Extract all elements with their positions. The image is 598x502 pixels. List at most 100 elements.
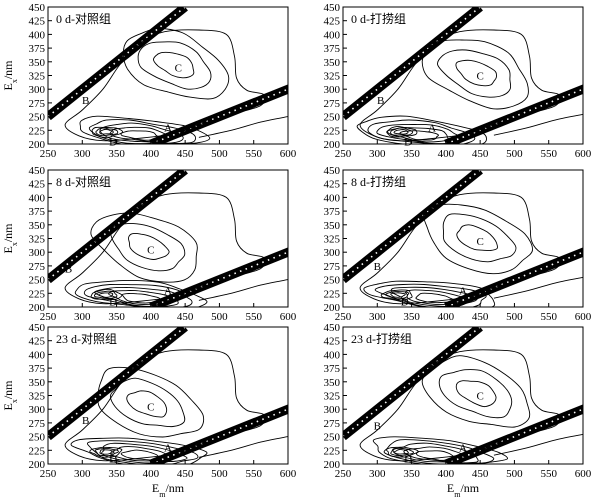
y-tick-label: 225 (29, 445, 46, 457)
y-tick-label: 325 (29, 391, 46, 403)
panel-title: 8 d-打捞组 (351, 175, 406, 189)
eem-panel-1: 250 300 350 400 450 500 550 6002002252502753003… (324, 2, 592, 160)
contour-c-2 (109, 377, 186, 428)
x-tick-label: 500 (211, 311, 228, 323)
contour-d-core-0 (385, 446, 419, 458)
y-tick-label: 425 (29, 336, 46, 348)
peak-label-b: B (65, 264, 72, 276)
x-tick-label: 350 (403, 311, 420, 323)
x-tick-label: 500 (506, 148, 523, 160)
x-tick-label: 550 (245, 311, 262, 323)
eem-panel-0: 250 300 350 400 450 500 550 6002002252502753003… (1, 2, 297, 160)
peak-label-d: D (401, 297, 409, 309)
peak-label-b: B (82, 95, 89, 107)
y-tick-label: 375 (29, 363, 46, 375)
x-tick-label: 550 (540, 468, 557, 480)
contour-ad-1 (367, 119, 476, 144)
contour-c-2 (109, 223, 186, 272)
contour-ad-4 (399, 130, 439, 141)
x-tick-label: 600 (280, 148, 297, 160)
y-tick-label: 350 (324, 377, 341, 389)
x-tick-label: 450 (472, 148, 489, 160)
y-tick-label: 450 (324, 2, 341, 14)
contour-ad-0 (356, 115, 487, 144)
rayleigh-band-2 (149, 247, 288, 307)
x-tick-label: 500 (211, 468, 228, 480)
contour-d-core-0 (90, 288, 123, 301)
y-tick-label: 400 (29, 192, 46, 204)
x-tick-label: 450 (177, 148, 194, 160)
y-tick-label: 425 (324, 179, 341, 191)
contour-c-1 (90, 212, 198, 283)
contour-outer (64, 349, 266, 462)
peak-label-a: A (164, 443, 172, 455)
y-tick-label: 275 (29, 98, 46, 110)
y-tick-label: 400 (324, 192, 341, 204)
x-tick-label: 600 (280, 468, 297, 480)
contour-fragment (493, 433, 583, 456)
contour-d-core-0 (380, 289, 413, 301)
panel-title: 0 d-打捞组 (351, 12, 406, 26)
contour-area (343, 7, 583, 144)
contour-d-core-1 (95, 127, 119, 137)
x-tick-label: 550 (245, 468, 262, 480)
contour-c-2 (438, 369, 513, 419)
y-tick-label: 325 (324, 71, 341, 83)
x-tick-label: 550 (245, 148, 262, 160)
y-tick-label: 250 (29, 275, 46, 287)
contour-area (48, 7, 288, 144)
x-tick-label: 400 (438, 468, 455, 480)
contour-d-core-2 (393, 129, 409, 135)
y-tick-label: 350 (29, 377, 46, 389)
y-tick-label: 250 (324, 432, 341, 444)
contour-c-3 (153, 51, 195, 79)
contour-ad-2 (392, 442, 479, 464)
x-tick-label: 250 (40, 468, 57, 480)
peak-label-a: A (428, 123, 436, 135)
x-tick-label: 400 (143, 311, 160, 323)
rayleigh-band-2 (444, 84, 583, 144)
rayleigh-band-1 (48, 7, 188, 121)
contour-ad-0 (363, 280, 496, 307)
contour-ad-0 (372, 436, 508, 464)
contour-ad-3 (110, 446, 173, 462)
contour-d-core-1 (94, 290, 118, 300)
contour-c-3 (126, 390, 168, 418)
contour-ad-2 (390, 286, 479, 307)
x-axis-label: Em/nm (152, 481, 185, 499)
y-tick-label: 225 (324, 288, 341, 300)
contour-ad-3 (109, 126, 172, 143)
x-tick-label: 250 (40, 148, 57, 160)
x-tick-label: 250 (335, 468, 352, 480)
contour-area (48, 327, 288, 464)
contour-c-1 (97, 366, 205, 438)
x-tick-label: 450 (472, 311, 489, 323)
x-tick-label: 300 (74, 468, 91, 480)
y-tick-label: 275 (324, 98, 341, 110)
contour-area (343, 170, 583, 307)
y-tick-label: 275 (324, 418, 341, 430)
x-tick-label: 250 (335, 148, 352, 160)
y-tick-label: 425 (29, 16, 46, 28)
y-axis-label: Ex/nm (1, 380, 19, 411)
x-tick-label: 600 (575, 311, 592, 323)
contour-ad-1 (86, 440, 199, 464)
x-tick-label: 450 (177, 468, 194, 480)
x-tick-label: 550 (540, 311, 557, 323)
contour-d-core-1 (385, 291, 410, 300)
y-tick-label: 275 (29, 261, 46, 273)
contour-d-core-2 (393, 449, 409, 455)
x-tick-label: 550 (540, 148, 557, 160)
rayleigh-band-1 (48, 327, 188, 441)
peak-label-b: B (377, 95, 384, 107)
contour-ad-4 (120, 449, 160, 461)
contour-outer (359, 29, 561, 142)
peak-label-d: D (404, 136, 412, 148)
peak-label-c: C (147, 244, 154, 256)
contour-d-core-1 (94, 448, 119, 457)
contour-ad-4 (121, 293, 162, 304)
x-tick-label: 300 (74, 311, 91, 323)
y-tick-label: 250 (324, 112, 341, 124)
y-tick-label: 200 (29, 459, 46, 471)
contour-c-2 (137, 41, 212, 90)
